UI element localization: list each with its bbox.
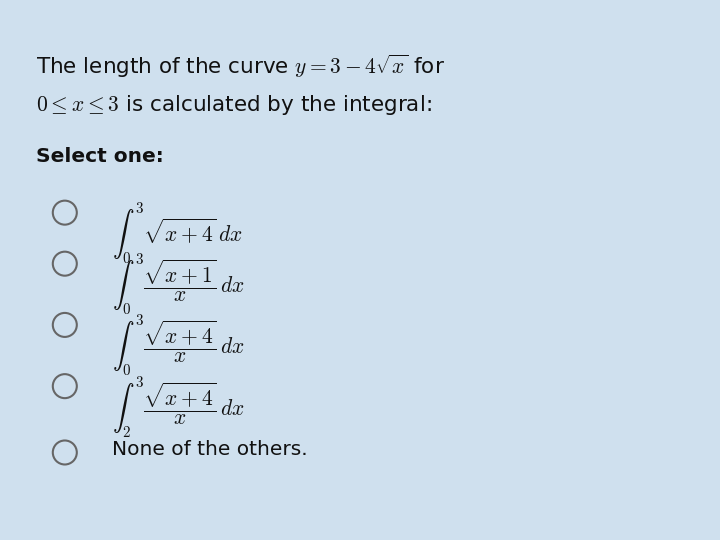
Text: $0 \leq x \leq 3$ is calculated by the integral:: $0 \leq x \leq 3$ is calculated by the i… bbox=[36, 93, 432, 118]
Text: Select one:: Select one: bbox=[36, 147, 163, 166]
Text: $\int_0^3 \dfrac{\sqrt{x+4}}{x}\,dx$: $\int_0^3 \dfrac{\sqrt{x+4}}{x}\,dx$ bbox=[112, 313, 245, 379]
Text: The length of the curve $y = 3 - 4\sqrt{x}$ for: The length of the curve $y = 3 - 4\sqrt{… bbox=[36, 53, 445, 80]
Text: None of the others.: None of the others. bbox=[112, 441, 307, 460]
Text: $\int_0^3 \sqrt{x+4}\,dx$: $\int_0^3 \sqrt{x+4}\,dx$ bbox=[112, 201, 242, 266]
Text: $\int_0^3 \dfrac{\sqrt{x+1}}{x}\,dx$: $\int_0^3 \dfrac{\sqrt{x+1}}{x}\,dx$ bbox=[112, 252, 245, 317]
Text: $\int_2^3 \dfrac{\sqrt{x+4}}{x}\,dx$: $\int_2^3 \dfrac{\sqrt{x+4}}{x}\,dx$ bbox=[112, 374, 245, 440]
